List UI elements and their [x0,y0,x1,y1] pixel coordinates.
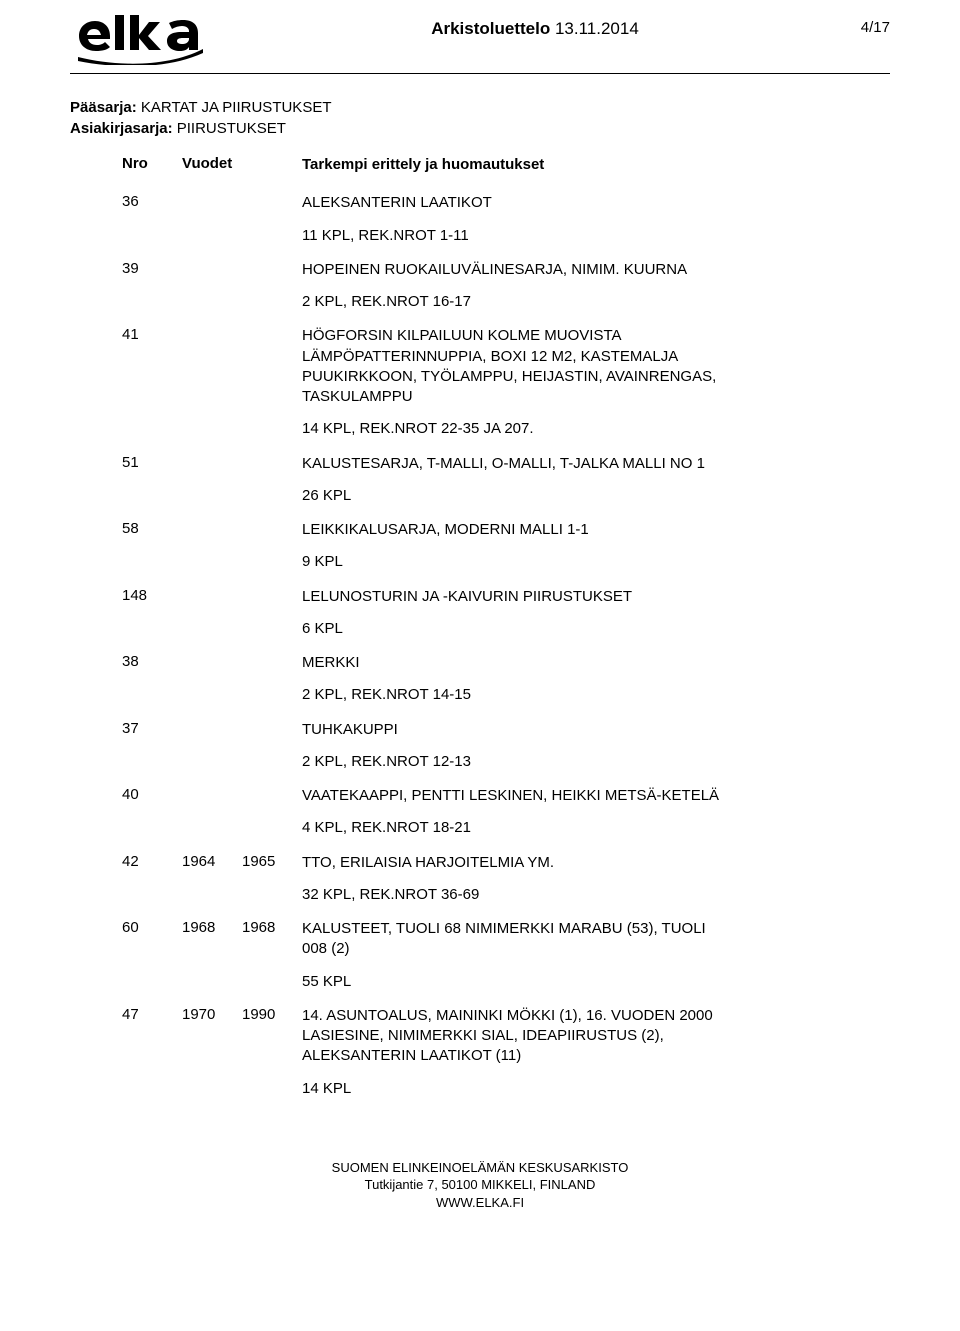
table-row: 39 HOPEINEN RUOKAILUVÄLINESARJA, NIMIM. K… [122,260,890,313]
cell-year-from: 1970 [182,1006,242,1023]
col-header-vuodet: Vuodet [182,155,302,172]
cell-year-from: 1964 [182,853,242,870]
cell-nro: 38 [122,653,182,670]
table-row: 41 HÖGFORSIN KILPAILUUN KOLME MUOVISTA LÄ… [122,326,890,439]
cell-year-to: 1968 [242,919,302,936]
cell-desc: HOPEINEN RUOKAILUVÄLINESARJA, NIMIM. KUU… [302,260,732,313]
cell-desc-sub: 55 KPL [302,972,732,992]
data-table: Nro Vuodet Tarkempi erittely ja huomautu… [122,155,890,1099]
table-header-row: Nro Vuodet Tarkempi erittely ja huomautu… [122,155,890,175]
cell-desc: 14. ASUNTOALUS, MAININKI MÖKKI (1), 16. … [302,1006,732,1099]
asiakirjasarja-value: PIIRUSTUKSET [177,120,286,137]
cell-desc-sub: 4 KPL, REK.NROT 18-21 [302,818,732,838]
cell-desc-sub: 6 KPL [302,619,732,639]
table-row: 471970199014. ASUNTOALUS, MAININKI MÖKKI… [122,1006,890,1099]
cell-nro: 58 [122,520,182,537]
col-header-desc: Tarkempi erittely ja huomautukset [302,155,732,175]
header-divider [70,73,890,74]
col-header-nro: Nro [122,155,182,172]
cell-nro: 51 [122,454,182,471]
cell-desc: LEIKKIKALUSARJA, MODERNI MALLI 1-1 9 KPL [302,520,732,573]
rows-container: 36 ALEKSANTERIN LAATIKOT 11 KPL, REK.NROT … [122,193,890,1099]
table-row: 38 MERKKI 2 KPL, REK.NROT 14-15 [122,653,890,706]
cell-desc: KALUSTESARJA, T-MALLI, O-MALLI, T-JALKA … [302,454,732,507]
cell-nro: 39 [122,260,182,277]
paasarja-line: Pääsarja: KARTAT JA PIIRUSTUKSET [70,99,890,116]
cell-desc-sub: 32 KPL, REK.NROT 36-69 [302,885,732,905]
header-title-wrap: Arkistoluettelo 13.11.2014 [240,15,830,39]
cell-desc-sub: 26 KPL [302,486,732,506]
cell-nro: 60 [122,919,182,936]
footer-line1: SUOMEN ELINKEINOELÄMÄN KESKUSARKISTO [70,1159,890,1177]
footer-line2: Tutkijantie 7, 50100 MIKKELI, FINLAND [70,1176,890,1194]
asiakirjasarja-line: Asiakirjasarja: PIIRUSTUKSET [70,120,890,137]
cell-nro: 148 [122,587,182,604]
cell-desc-main: HÖGFORSIN KILPAILUUN KOLME MUOVISTA LÄMP… [302,326,732,407]
footer: SUOMEN ELINKEINOELÄMÄN KESKUSARKISTO Tut… [70,1159,890,1212]
cell-desc: ALEKSANTERIN LAATIKOT 11 KPL, REK.NROT 1-… [302,193,732,246]
cell-year-from: 1968 [182,919,242,936]
page-number: 4/17 [830,15,890,36]
table-row: 37 TUHKAKUPPI 2 KPL, REK.NROT 12-13 [122,720,890,773]
asiakirjasarja-label: Asiakirjasarja: [70,120,173,137]
cell-nro: 40 [122,786,182,803]
cell-desc: LELUNOSTURIN JA -KAIVURIN PIIRUSTUKSET 6 … [302,587,732,640]
cell-desc-main: TTO, ERILAISIA HARJOITELMIA YM. [302,853,732,873]
cell-desc: TTO, ERILAISIA HARJOITELMIA YM. 32 KPL, R… [302,853,732,906]
table-row: 148 LELUNOSTURIN JA -KAIVURIN PIIRUSTUKSE… [122,587,890,640]
header-row: Arkistoluettelo 13.11.2014 4/17 [70,15,890,65]
cell-desc-sub: 14 KPL [302,1079,732,1099]
table-row: 51 KALUSTESARJA, T-MALLI, O-MALLI, T-JALK… [122,454,890,507]
cell-desc-main: 14. ASUNTOALUS, MAININKI MÖKKI (1), 16. … [302,1006,732,1067]
cell-desc-sub: 14 KPL, REK.NROT 22-35 JA 207. [302,419,732,439]
cell-desc-sub: 11 KPL, REK.NROT 1-11 [302,226,732,246]
logo [70,15,240,65]
cell-desc-main: KALUSTESARJA, T-MALLI, O-MALLI, T-JALKA … [302,454,732,474]
cell-desc-sub: 2 KPL, REK.NROT 16-17 [302,292,732,312]
cell-desc-main: KALUSTEET, TUOLI 68 NIMIMERKKI MARABU (5… [302,919,732,960]
paasarja-value: KARTAT JA PIIRUSTUKSET [141,99,332,116]
table-row: 36 ALEKSANTERIN LAATIKOT 11 KPL, REK.NROT … [122,193,890,246]
cell-year-to: 1990 [242,1006,302,1023]
cell-desc-main: LEIKKIKALUSARJA, MODERNI MALLI 1-1 [302,520,732,540]
cell-nro: 37 [122,720,182,737]
header-title-bold: Arkistoluettelo [431,19,550,38]
cell-desc-sub: 9 KPL [302,552,732,572]
table-row: 40 VAATEKAAPPI, PENTTI LESKINEN, HEIKKI M… [122,786,890,839]
cell-desc-main: ALEKSANTERIN LAATIKOT [302,193,732,213]
cell-year-to: 1965 [242,853,302,870]
cell-desc-sub: 2 KPL, REK.NROT 12-13 [302,752,732,772]
cell-desc-main: VAATEKAAPPI, PENTTI LESKINEN, HEIKKI MET… [302,786,732,806]
header-title-date: 13.11.2014 [555,19,639,38]
cell-desc: VAATEKAAPPI, PENTTI LESKINEN, HEIKKI MET… [302,786,732,839]
cell-desc-sub: 2 KPL, REK.NROT 14-15 [302,685,732,705]
table-row: 6019681968KALUSTEET, TUOLI 68 NIMIMERKKI… [122,919,890,992]
cell-desc-main: TUHKAKUPPI [302,720,732,740]
cell-desc: HÖGFORSIN KILPAILUUN KOLME MUOVISTA LÄMP… [302,326,732,439]
table-row: 4219641965TTO, ERILAISIA HARJOITELMIA YM… [122,853,890,906]
cell-desc-main: MERKKI [302,653,732,673]
cell-desc: MERKKI 2 KPL, REK.NROT 14-15 [302,653,732,706]
footer-line3: WWW.ELKA.FI [70,1194,890,1212]
cell-desc-main: LELUNOSTURIN JA -KAIVURIN PIIRUSTUKSET [302,587,732,607]
table-row: 58 LEIKKIKALUSARJA, MODERNI MALLI 1-1 9 KP… [122,520,890,573]
cell-nro: 41 [122,326,182,343]
cell-desc: KALUSTEET, TUOLI 68 NIMIMERKKI MARABU (5… [302,919,732,992]
paasarja-label: Pääsarja: [70,99,137,116]
cell-desc-main: HOPEINEN RUOKAILUVÄLINESARJA, NIMIM. KUU… [302,260,732,280]
cell-desc: TUHKAKUPPI 2 KPL, REK.NROT 12-13 [302,720,732,773]
cell-nro: 42 [122,853,182,870]
header-title: Arkistoluettelo 13.11.2014 [431,19,639,38]
cell-nro: 36 [122,193,182,210]
page: Arkistoluettelo 13.11.2014 4/17 Pääsarja… [0,0,960,1241]
cell-nro: 47 [122,1006,182,1023]
